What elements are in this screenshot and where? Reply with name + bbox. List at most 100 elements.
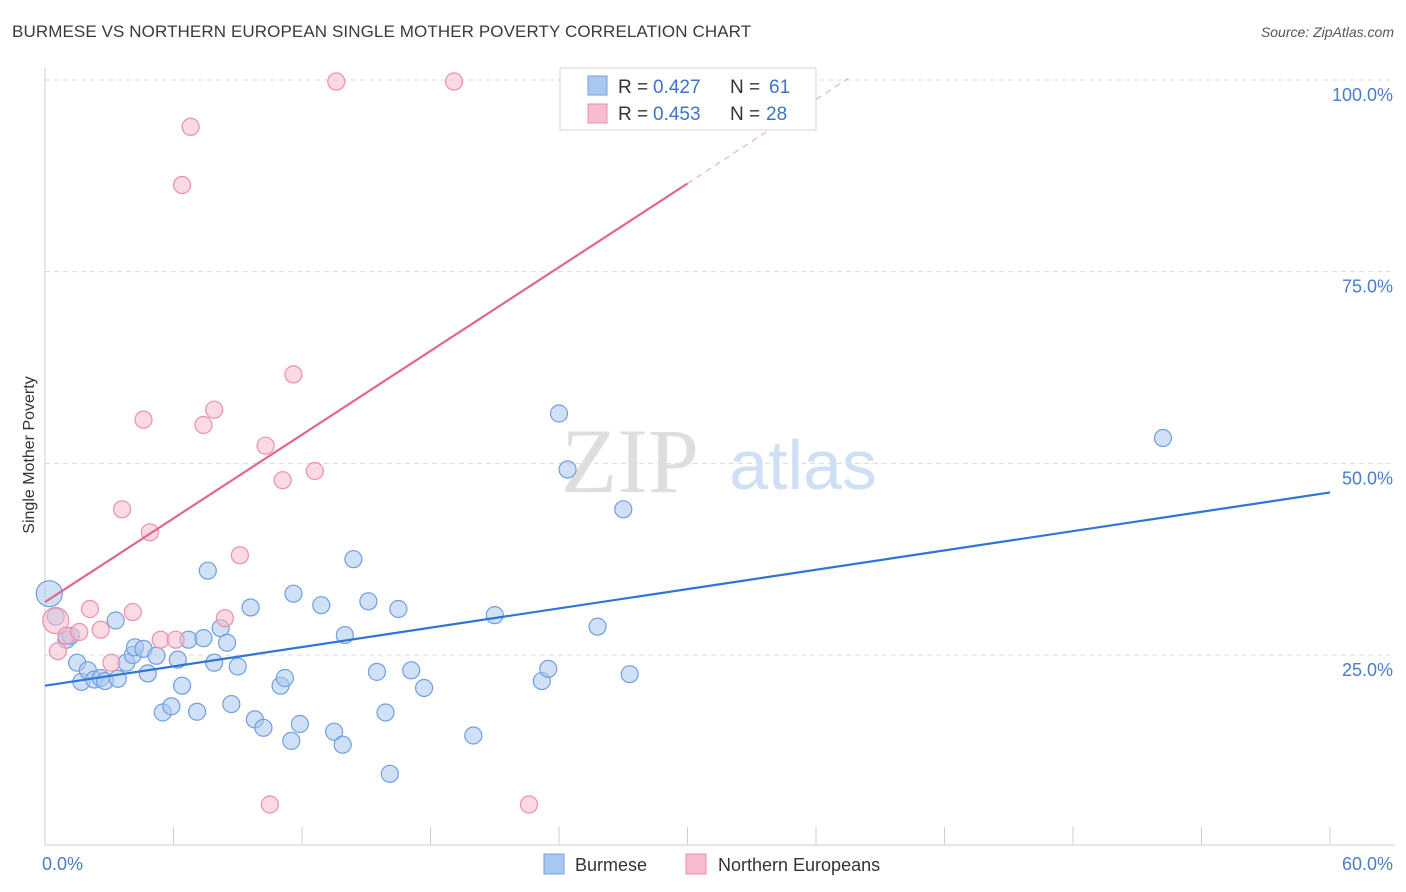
- y-tick-label-3: 100.0%: [1332, 85, 1393, 105]
- northern-european-point: [181, 117, 200, 136]
- burmese-point: [333, 735, 352, 754]
- burmese-point: [138, 664, 157, 683]
- northern-european-point: [194, 415, 213, 435]
- burmese-point: [290, 714, 309, 734]
- burmese-point: [367, 662, 387, 681]
- northern-european-trend-extension: [687, 77, 849, 185]
- burmese-point: [325, 722, 344, 741]
- northern-european-point: [305, 461, 324, 481]
- burmese-point: [217, 633, 237, 652]
- northern-european-point: [48, 642, 67, 661]
- burmese-point: [402, 661, 421, 680]
- bottom-legend-burmese: Burmese: [575, 855, 647, 875]
- burmese-point: [172, 676, 192, 695]
- northern-european-point: [123, 602, 142, 622]
- northern-european-point: [256, 436, 275, 455]
- burmese-point: [380, 764, 399, 783]
- northern-european-point: [519, 795, 539, 814]
- burmese-point: [558, 460, 577, 479]
- burmese-point: [312, 596, 331, 615]
- burmese-point: [1153, 428, 1173, 448]
- trend-lines: [44, 77, 1331, 687]
- axes: [44, 68, 1395, 846]
- northern-european-point: [205, 400, 224, 419]
- legend-swatch-blue: [587, 75, 608, 96]
- northern-european-point: [172, 175, 192, 195]
- legend-r-label-1: R =: [618, 77, 648, 98]
- legend-r-label-2: R =: [618, 104, 648, 125]
- burmese-point: [620, 665, 639, 684]
- burmese-point: [228, 657, 247, 676]
- legend-r-value-1: 0.427: [653, 77, 701, 98]
- northern-european-point: [42, 606, 70, 635]
- northern-european-trend-line: [44, 182, 689, 604]
- burmese-point: [485, 606, 504, 625]
- chart-title: BURMESE VS NORTHERN EUROPEAN SINGLE MOTH…: [12, 22, 752, 41]
- y-tick-label-0: 25.0%: [1342, 660, 1393, 680]
- northern-european-point: [215, 609, 234, 628]
- legend-n-value-2: 28: [766, 104, 787, 125]
- y-axis-label: Single Mother Poverty: [21, 376, 38, 533]
- correlation-legend: R = 0.427 N = 61 R = 0.453 N = 28: [559, 67, 817, 131]
- northern-european-point: [327, 72, 346, 91]
- burmese-point: [147, 646, 166, 665]
- bottom-legend-swatch-burmese: [543, 853, 565, 875]
- y-tick-label-2: 75.0%: [1342, 277, 1393, 297]
- bottom-legend-northern-europeans: Northern Europeans: [718, 855, 880, 875]
- burmese-trend-line: [44, 491, 1331, 687]
- burmese-point: [376, 703, 395, 722]
- source-label: Source: ZipAtlas.com: [1260, 24, 1394, 40]
- series-legend: Burmese Northern Europeans: [543, 853, 880, 875]
- burmese-point: [254, 718, 273, 737]
- tick-labels: 25.0% 50.0% 75.0% 100.0% 0.0% 60.0%: [42, 85, 1393, 874]
- burmese-point: [168, 650, 187, 669]
- bottom-legend-swatch-northern-europeans: [685, 853, 707, 875]
- burmese-point: [282, 731, 301, 750]
- burmese-point: [222, 694, 241, 714]
- northern-european-point: [444, 72, 464, 91]
- burmese-point: [464, 726, 483, 745]
- northern-european-point: [260, 795, 279, 814]
- northern-european-point: [80, 599, 100, 619]
- gridlines: [45, 79, 1395, 656]
- data-points: [35, 72, 1173, 814]
- burmese-point: [162, 697, 181, 716]
- burmese-point: [275, 668, 294, 688]
- y-tick-label-1: 50.0%: [1342, 468, 1393, 488]
- northern-european-point: [284, 365, 303, 384]
- legend-r-value-2: 0.453: [653, 104, 701, 125]
- burmese-point: [284, 584, 303, 603]
- northern-european-point: [70, 622, 89, 642]
- northern-european-point: [230, 546, 249, 565]
- burmese-point: [359, 592, 378, 611]
- x-tick-label-1: 60.0%: [1342, 854, 1393, 874]
- northern-european-point: [102, 653, 121, 672]
- burmese-point: [414, 678, 434, 698]
- burmese-point: [35, 580, 63, 608]
- legend-n-label-1: N =: [730, 77, 760, 98]
- x-tick-label-0: 0.0%: [42, 854, 83, 874]
- northern-european-point: [91, 620, 110, 639]
- burmese-point: [588, 617, 607, 636]
- burmese-point: [187, 702, 207, 721]
- watermark-zip: ZIP: [561, 410, 699, 512]
- northern-european-point: [166, 630, 185, 649]
- burmese-point: [614, 500, 633, 519]
- burmese-point: [194, 629, 213, 648]
- burmese-point: [389, 599, 408, 619]
- northern-european-point: [134, 410, 153, 429]
- legend-swatch-pink: [587, 103, 608, 124]
- burmese-point: [205, 653, 224, 672]
- legend-n-value-1: 61: [769, 77, 790, 98]
- burmese-point: [106, 611, 125, 630]
- northern-european-point: [273, 471, 292, 490]
- burmese-point: [539, 659, 558, 678]
- watermark-atlas: atlas: [729, 426, 877, 504]
- burmese-point: [344, 550, 363, 569]
- burmese-point: [241, 598, 260, 617]
- burmese-point: [198, 561, 217, 580]
- northern-european-point: [112, 500, 132, 519]
- burmese-point: [549, 404, 569, 423]
- legend-n-label-2: N =: [730, 104, 760, 125]
